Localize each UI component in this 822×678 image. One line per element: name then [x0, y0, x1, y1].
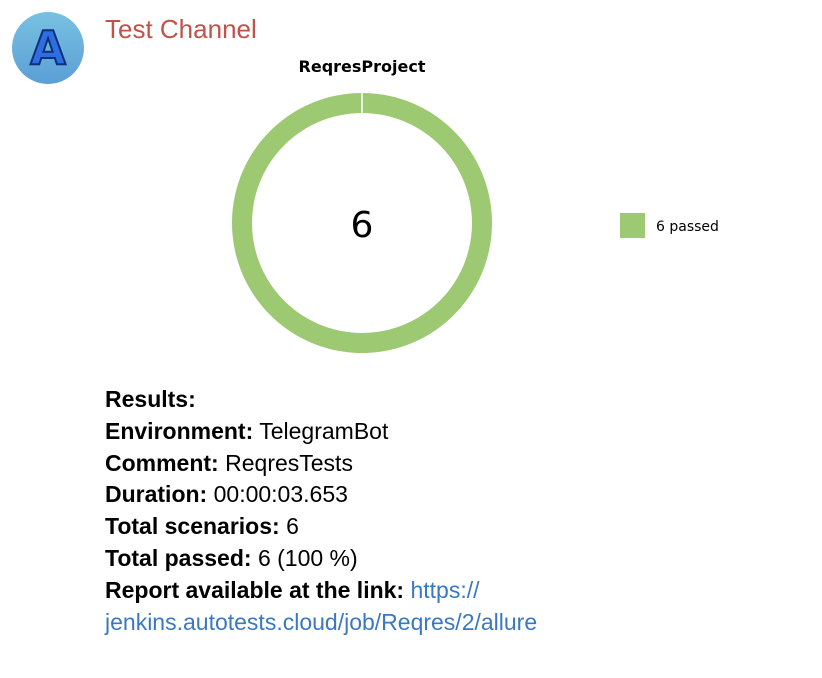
- total-passed-value: 6 (100 %): [257, 544, 358, 571]
- comment-label: Comment:: [105, 449, 219, 476]
- duration-line: Duration: 00:00:03.653: [105, 479, 805, 511]
- chart-center-label: 6: [351, 205, 374, 246]
- report-link-line: jenkins.autotests.cloud/job/Reqres/2/all…: [105, 607, 805, 639]
- environment-line: Environment: TelegramBot: [105, 416, 805, 448]
- legend-label: 6 passed: [656, 219, 719, 235]
- results-heading-line: Results:: [105, 384, 805, 416]
- total-scenarios-line: Total scenarios: 6: [105, 511, 805, 543]
- environment-value: TelegramBot: [259, 417, 389, 444]
- total-scenarios-value: 6: [286, 513, 299, 540]
- results-heading: Results:: [105, 386, 196, 412]
- report-link-part-2[interactable]: jenkins.autotests.cloud/job/Reqres/2/all…: [105, 608, 538, 635]
- duration-value: 00:00:03.653: [213, 481, 348, 508]
- environment-label: Environment:: [105, 417, 254, 444]
- chart-legend: 6 passed: [620, 213, 719, 238]
- chart-title: ReqresProject: [299, 57, 426, 76]
- legend-swatch: [620, 213, 645, 238]
- duration-label: Duration:: [105, 481, 208, 508]
- channel-name[interactable]: Test Channel: [105, 14, 257, 44]
- avatar-letter: A: [30, 21, 66, 75]
- avatar-letter-icon: A: [29, 20, 67, 76]
- comment-line: Comment: ReqresTests: [105, 448, 805, 480]
- results-message: Results: Environment: TelegramBot Commen…: [105, 384, 805, 638]
- comment-value: ReqresTests: [225, 449, 353, 476]
- donut-chart: ReqresProject 6 6 passed: [105, 48, 765, 373]
- report-label: Report available at the link:: [105, 576, 405, 603]
- total-passed-line: Total passed: 6 (100 %): [105, 543, 805, 575]
- channel-avatar[interactable]: A: [12, 12, 84, 84]
- report-link-part-1[interactable]: https://: [410, 576, 480, 603]
- total-passed-label: Total passed:: [105, 544, 252, 571]
- report-line: Report available at the link: https://: [105, 575, 805, 607]
- total-scenarios-label: Total scenarios:: [105, 513, 280, 540]
- slices-group: [231, 93, 492, 354]
- report-chart-image[interactable]: ReqresProject 6 6 passed: [105, 48, 765, 373]
